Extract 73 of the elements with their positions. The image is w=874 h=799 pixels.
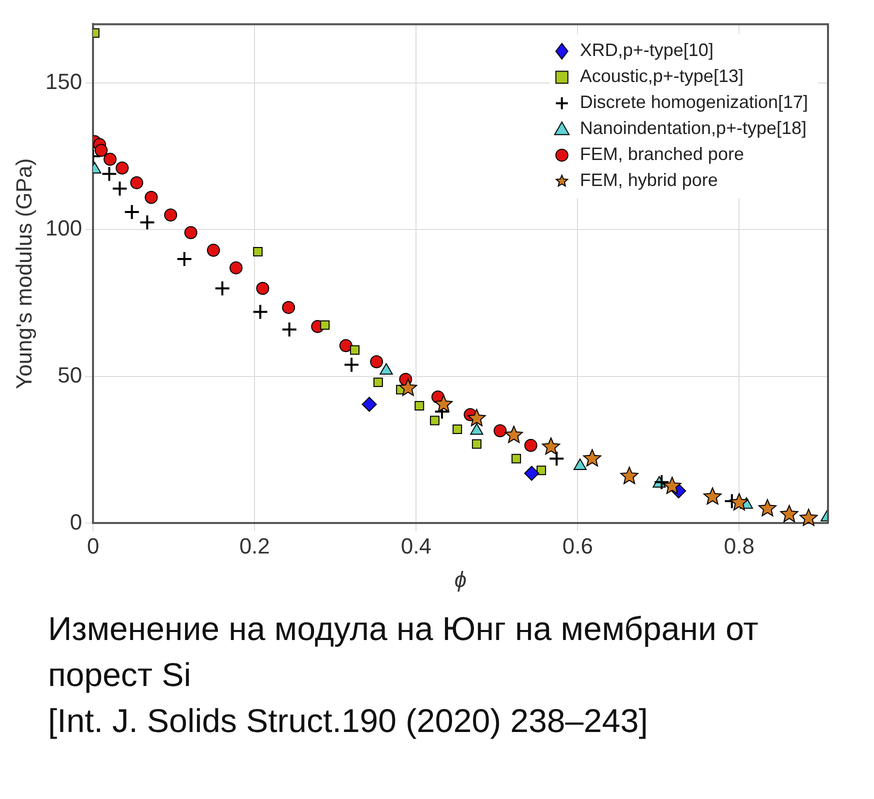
x-tick-label: 0.8: [724, 533, 754, 558]
point: [468, 408, 486, 426]
x-axis-title: ϕ: [454, 566, 467, 592]
point: [542, 437, 560, 455]
point: [230, 261, 243, 274]
point: [184, 226, 198, 240]
point: [253, 246, 263, 256]
point: [663, 476, 682, 494]
x-tick-label: 0: [86, 533, 100, 558]
point: [124, 204, 140, 220]
point: [512, 454, 522, 464]
point: [256, 282, 270, 295]
point: [214, 280, 230, 296]
point: [362, 396, 377, 412]
point: [350, 345, 360, 355]
point: [536, 466, 546, 476]
legend-label: Acoustic,p+-type[13]: [580, 66, 744, 86]
point: [112, 180, 128, 197]
point: [452, 424, 462, 434]
point: [430, 416, 440, 426]
y-tick-label: 0: [70, 509, 82, 534]
point: [94, 144, 108, 157]
text: Изменение на модула на Юнг на мембрани от порест Si: [48, 609, 760, 695]
legend-label: Discrete homogenization[17]: [580, 92, 808, 112]
point: [104, 152, 117, 166]
point: [252, 304, 268, 320]
point: [414, 401, 424, 411]
point: [101, 166, 118, 182]
point: [380, 363, 393, 375]
point: [800, 508, 818, 526]
point: [116, 162, 129, 175]
point: [206, 244, 220, 257]
point: [758, 499, 776, 516]
point: [780, 504, 798, 522]
text: [Int. J. Solids Struct.190 (2020) 238–243]: [48, 701, 649, 741]
point: [164, 208, 178, 222]
point: [339, 339, 352, 352]
point: [703, 487, 722, 505]
point: [574, 458, 587, 470]
x-tick-label: 0.6: [562, 533, 593, 558]
point: [434, 394, 453, 412]
point: [654, 474, 670, 490]
y-tick-label: 50: [58, 362, 82, 388]
point: [370, 355, 384, 368]
y-tick-label: 100: [45, 216, 82, 241]
point: [282, 300, 296, 314]
legend-label: FEM, branched pore: [580, 144, 744, 164]
point: [176, 251, 192, 268]
x-tick-label: 0.4: [400, 533, 432, 558]
point: [548, 450, 565, 467]
point: [399, 378, 418, 396]
point: [470, 423, 484, 435]
legend-label: Nanoindentation,p+-type[18]: [580, 118, 807, 138]
point: [130, 176, 144, 190]
point: [139, 214, 156, 230]
point: [524, 438, 538, 452]
point: [344, 356, 360, 373]
x-tick-label: 0.2: [239, 533, 270, 558]
point: [504, 426, 523, 443]
point: [730, 493, 748, 510]
point: [524, 466, 540, 481]
point: [472, 439, 482, 449]
point: [281, 321, 298, 338]
point: [583, 449, 602, 466]
point: [373, 378, 383, 388]
legend-label: FEM, hybrid pore: [580, 170, 718, 190]
y-axis-title: Young's modulus (GPa): [11, 158, 36, 390]
point: [494, 424, 507, 438]
y-tick-label: 150: [45, 68, 82, 94]
point: [320, 320, 330, 330]
point: [144, 190, 158, 204]
legend-label: XRD,p+-type[10]: [580, 40, 714, 60]
point: [620, 466, 638, 484]
